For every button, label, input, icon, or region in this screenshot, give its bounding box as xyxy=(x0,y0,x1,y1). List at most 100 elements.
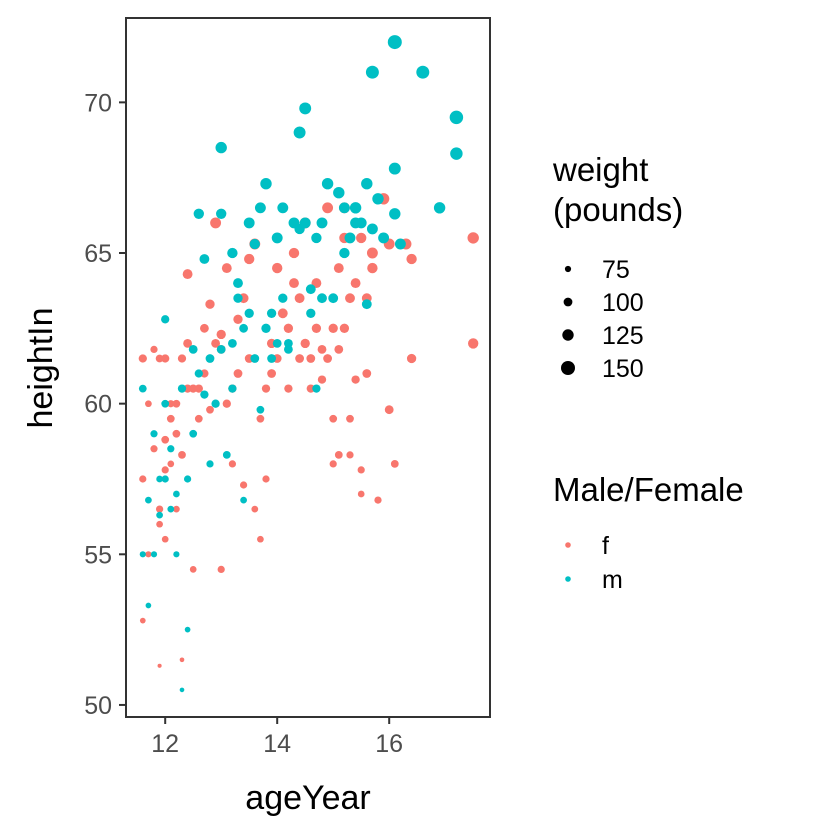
data-point-m xyxy=(177,384,187,393)
data-point-f xyxy=(300,338,310,349)
data-point-m xyxy=(249,238,260,250)
data-point-m xyxy=(188,345,198,354)
data-point-f xyxy=(366,247,378,259)
data-point-m xyxy=(305,284,316,295)
color-legend-label: m xyxy=(602,566,623,594)
y-tick-label: 70 xyxy=(84,89,112,117)
data-point-m xyxy=(316,217,328,229)
data-point-m xyxy=(450,147,463,160)
axes: 12 14 16 50 55 60 65 70 xyxy=(84,89,403,758)
data-point-f xyxy=(329,414,338,423)
data-point-m xyxy=(344,232,356,244)
size-legend-label: 100 xyxy=(602,289,644,317)
data-point-f xyxy=(194,414,203,423)
data-point-f xyxy=(161,466,169,474)
data-point-m xyxy=(228,384,237,393)
data-point-m xyxy=(138,384,147,393)
data-point-f xyxy=(194,384,203,393)
data-point-f xyxy=(350,278,361,289)
data-point-m xyxy=(338,202,350,214)
color-legend: Male/Female fm xyxy=(553,471,744,594)
data-point-f xyxy=(323,354,332,363)
data-point-m xyxy=(378,232,390,244)
color-legend-label: f xyxy=(602,532,609,560)
data-point-m xyxy=(361,299,372,310)
data-point-m xyxy=(361,178,373,190)
data-point-m xyxy=(261,323,271,333)
data-point-m xyxy=(183,475,192,483)
data-point-m xyxy=(299,102,312,115)
y-tick-label: 65 xyxy=(84,240,112,268)
data-point-f xyxy=(221,263,232,274)
data-point-m xyxy=(416,65,430,79)
data-point-f xyxy=(183,339,193,348)
data-point-f xyxy=(206,405,214,414)
data-point-f xyxy=(351,375,360,384)
data-point-f xyxy=(178,451,186,459)
data-point-m xyxy=(145,602,152,609)
data-point-f xyxy=(357,490,365,498)
data-point-m xyxy=(205,354,215,363)
data-point-m xyxy=(387,35,402,50)
data-point-f xyxy=(467,232,479,244)
data-point-m xyxy=(161,399,170,408)
data-point-f xyxy=(167,460,175,468)
data-point-m xyxy=(333,187,345,199)
data-point-f xyxy=(155,354,164,363)
data-point-f xyxy=(272,262,283,274)
data-point-m xyxy=(189,429,198,438)
data-point-m xyxy=(250,354,260,363)
data-point-m xyxy=(449,110,464,125)
data-point-f xyxy=(384,405,394,415)
data-point-f xyxy=(288,247,300,259)
data-point-f xyxy=(145,551,152,558)
data-point-f xyxy=(289,278,299,289)
data-point-m xyxy=(256,405,265,414)
y-tick-label: 50 xyxy=(84,692,112,720)
data-point-m xyxy=(211,399,220,408)
data-point-f xyxy=(228,460,237,468)
y-tick-label: 55 xyxy=(84,541,112,569)
data-point-m xyxy=(233,278,243,289)
data-point-m xyxy=(156,511,163,519)
data-point-f xyxy=(173,505,180,513)
data-point-m xyxy=(243,217,255,229)
data-point-m xyxy=(388,162,401,175)
data-point-m xyxy=(150,430,158,438)
data-point-f xyxy=(317,375,327,384)
data-point-m xyxy=(233,293,243,303)
data-point-m xyxy=(299,217,311,229)
data-point-f xyxy=(172,399,181,408)
x-tick-label: 12 xyxy=(151,730,179,758)
data-point-m xyxy=(306,308,316,318)
data-point-m xyxy=(271,232,283,244)
data-point-m xyxy=(199,254,210,264)
data-point-m xyxy=(194,369,203,378)
data-point-f xyxy=(161,354,170,363)
data-point-f xyxy=(362,369,372,378)
data-point-m xyxy=(293,126,306,139)
data-point-f xyxy=(390,460,399,468)
data-point-f xyxy=(200,323,209,333)
data-point-f xyxy=(216,329,226,340)
data-point-f xyxy=(339,323,350,333)
data-point-f xyxy=(167,400,175,408)
data-point-m xyxy=(179,687,185,693)
data-point-m xyxy=(311,232,322,244)
data-point-f xyxy=(251,505,259,513)
data-point-f xyxy=(311,323,322,333)
data-point-m xyxy=(355,217,367,229)
size-legend-title: weight xyxy=(552,151,648,188)
data-point-f xyxy=(295,354,304,363)
data-point-m xyxy=(227,247,238,259)
data-point-f xyxy=(161,435,170,444)
data-point-f xyxy=(374,496,382,504)
data-point-f xyxy=(267,369,276,378)
data-point-m xyxy=(139,551,146,558)
data-point-m xyxy=(321,178,334,190)
data-point-f xyxy=(346,451,354,459)
color-legend-title: Male/Female xyxy=(553,471,744,508)
data-point-f xyxy=(233,369,243,378)
data-point-f xyxy=(205,299,215,309)
data-points xyxy=(138,35,479,693)
